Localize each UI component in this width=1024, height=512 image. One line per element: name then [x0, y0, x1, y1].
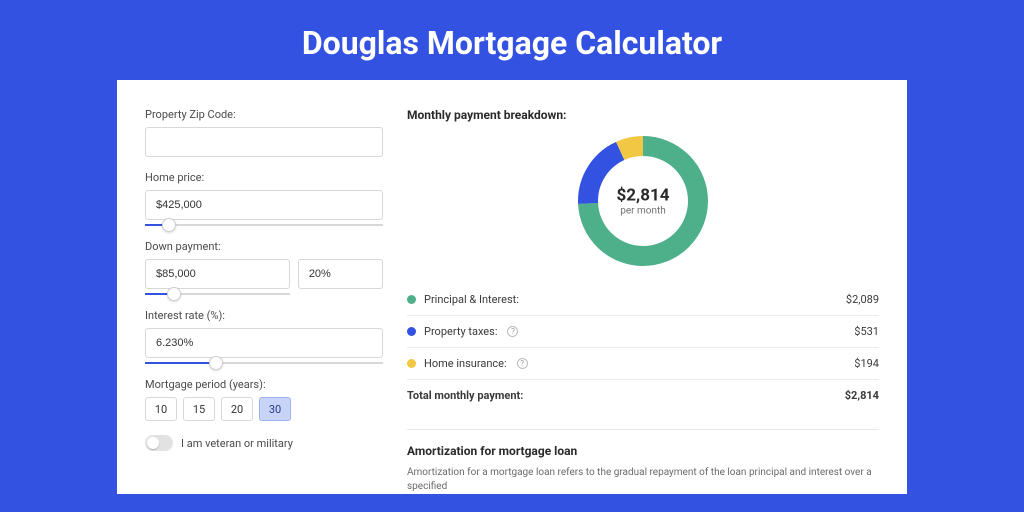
- legend-dot: [407, 359, 416, 368]
- legend-amount: $194: [854, 357, 879, 370]
- info-icon[interactable]: ?: [507, 326, 518, 337]
- interest-label: Interest rate (%):: [145, 309, 383, 322]
- veteran-toggle-knob: [147, 437, 159, 449]
- legend-amount: $531: [854, 325, 879, 338]
- legend-label: Principal & Interest:: [424, 293, 519, 306]
- home-price-input[interactable]: [145, 190, 383, 220]
- legend-dot: [407, 295, 416, 304]
- breakdown-title: Monthly payment breakdown:: [407, 108, 879, 122]
- interest-field-group: Interest rate (%):: [145, 309, 383, 364]
- info-icon[interactable]: ?: [517, 358, 528, 369]
- period-button-row: 10152030: [145, 397, 383, 421]
- interest-input[interactable]: [145, 328, 383, 358]
- amortization-title: Amortization for mortgage loan: [407, 444, 879, 458]
- donut-sub: per month: [617, 206, 670, 217]
- zip-field-group: Property Zip Code:: [145, 108, 383, 157]
- zip-input[interactable]: [145, 127, 383, 157]
- total-row: Total monthly payment: $2,814: [407, 380, 879, 411]
- period-option-15[interactable]: 15: [183, 397, 215, 421]
- down-payment-slider-thumb[interactable]: [167, 287, 181, 301]
- legend-dot: [407, 327, 416, 336]
- veteran-toggle[interactable]: [145, 435, 173, 451]
- down-payment-slider[interactable]: [145, 293, 290, 295]
- zip-label: Property Zip Code:: [145, 108, 383, 121]
- period-option-30[interactable]: 30: [259, 397, 291, 421]
- inputs-panel: Property Zip Code: Home price: Down paym…: [145, 108, 383, 494]
- total-label: Total monthly payment:: [407, 389, 523, 402]
- donut-chart-wrap: $2,814 per month: [407, 136, 879, 266]
- legend-label: Home insurance:: [424, 357, 507, 370]
- breakdown-panel: Monthly payment breakdown: $2,814 per mo…: [407, 108, 879, 494]
- period-label: Mortgage period (years):: [145, 378, 383, 391]
- home-price-slider-thumb[interactable]: [162, 218, 176, 232]
- period-option-20[interactable]: 20: [221, 397, 253, 421]
- legend-row: Principal & Interest: $2,089: [407, 284, 879, 316]
- total-amount: $2,814: [845, 389, 879, 402]
- interest-slider-fill: [145, 362, 216, 364]
- interest-slider[interactable]: [145, 362, 383, 364]
- legend-amount: $2,089: [846, 293, 879, 306]
- amortization-section: Amortization for mortgage loan Amortizat…: [407, 429, 879, 494]
- donut-chart: $2,814 per month: [578, 136, 708, 266]
- home-price-field-group: Home price:: [145, 171, 383, 226]
- down-payment-pct-input[interactable]: [298, 259, 383, 289]
- legend-label: Property taxes:: [424, 325, 497, 338]
- legend-row: Home insurance:? $194: [407, 348, 879, 380]
- veteran-toggle-row: I am veteran or military: [145, 435, 383, 451]
- veteran-label: I am veteran or military: [181, 437, 293, 450]
- interest-slider-thumb[interactable]: [209, 356, 223, 370]
- legend-rows: Principal & Interest: $2,089 Property taxe…: [407, 284, 879, 380]
- donut-center: $2,814 per month: [617, 186, 670, 217]
- down-payment-label: Down payment:: [145, 240, 383, 253]
- amortization-text: Amortization for a mortgage loan refers …: [407, 466, 879, 494]
- period-option-10[interactable]: 10: [145, 397, 177, 421]
- down-payment-amount-input[interactable]: [145, 259, 290, 289]
- home-price-label: Home price:: [145, 171, 383, 184]
- period-field-group: Mortgage period (years): 10152030: [145, 378, 383, 421]
- donut-amount: $2,814: [617, 186, 670, 206]
- home-price-slider[interactable]: [145, 224, 383, 226]
- down-payment-field-group: Down payment:: [145, 240, 383, 295]
- calculator-card: Property Zip Code: Home price: Down paym…: [117, 80, 907, 494]
- page-title: Douglas Mortgage Calculator: [0, 0, 1024, 80]
- legend-row: Property taxes:? $531: [407, 316, 879, 348]
